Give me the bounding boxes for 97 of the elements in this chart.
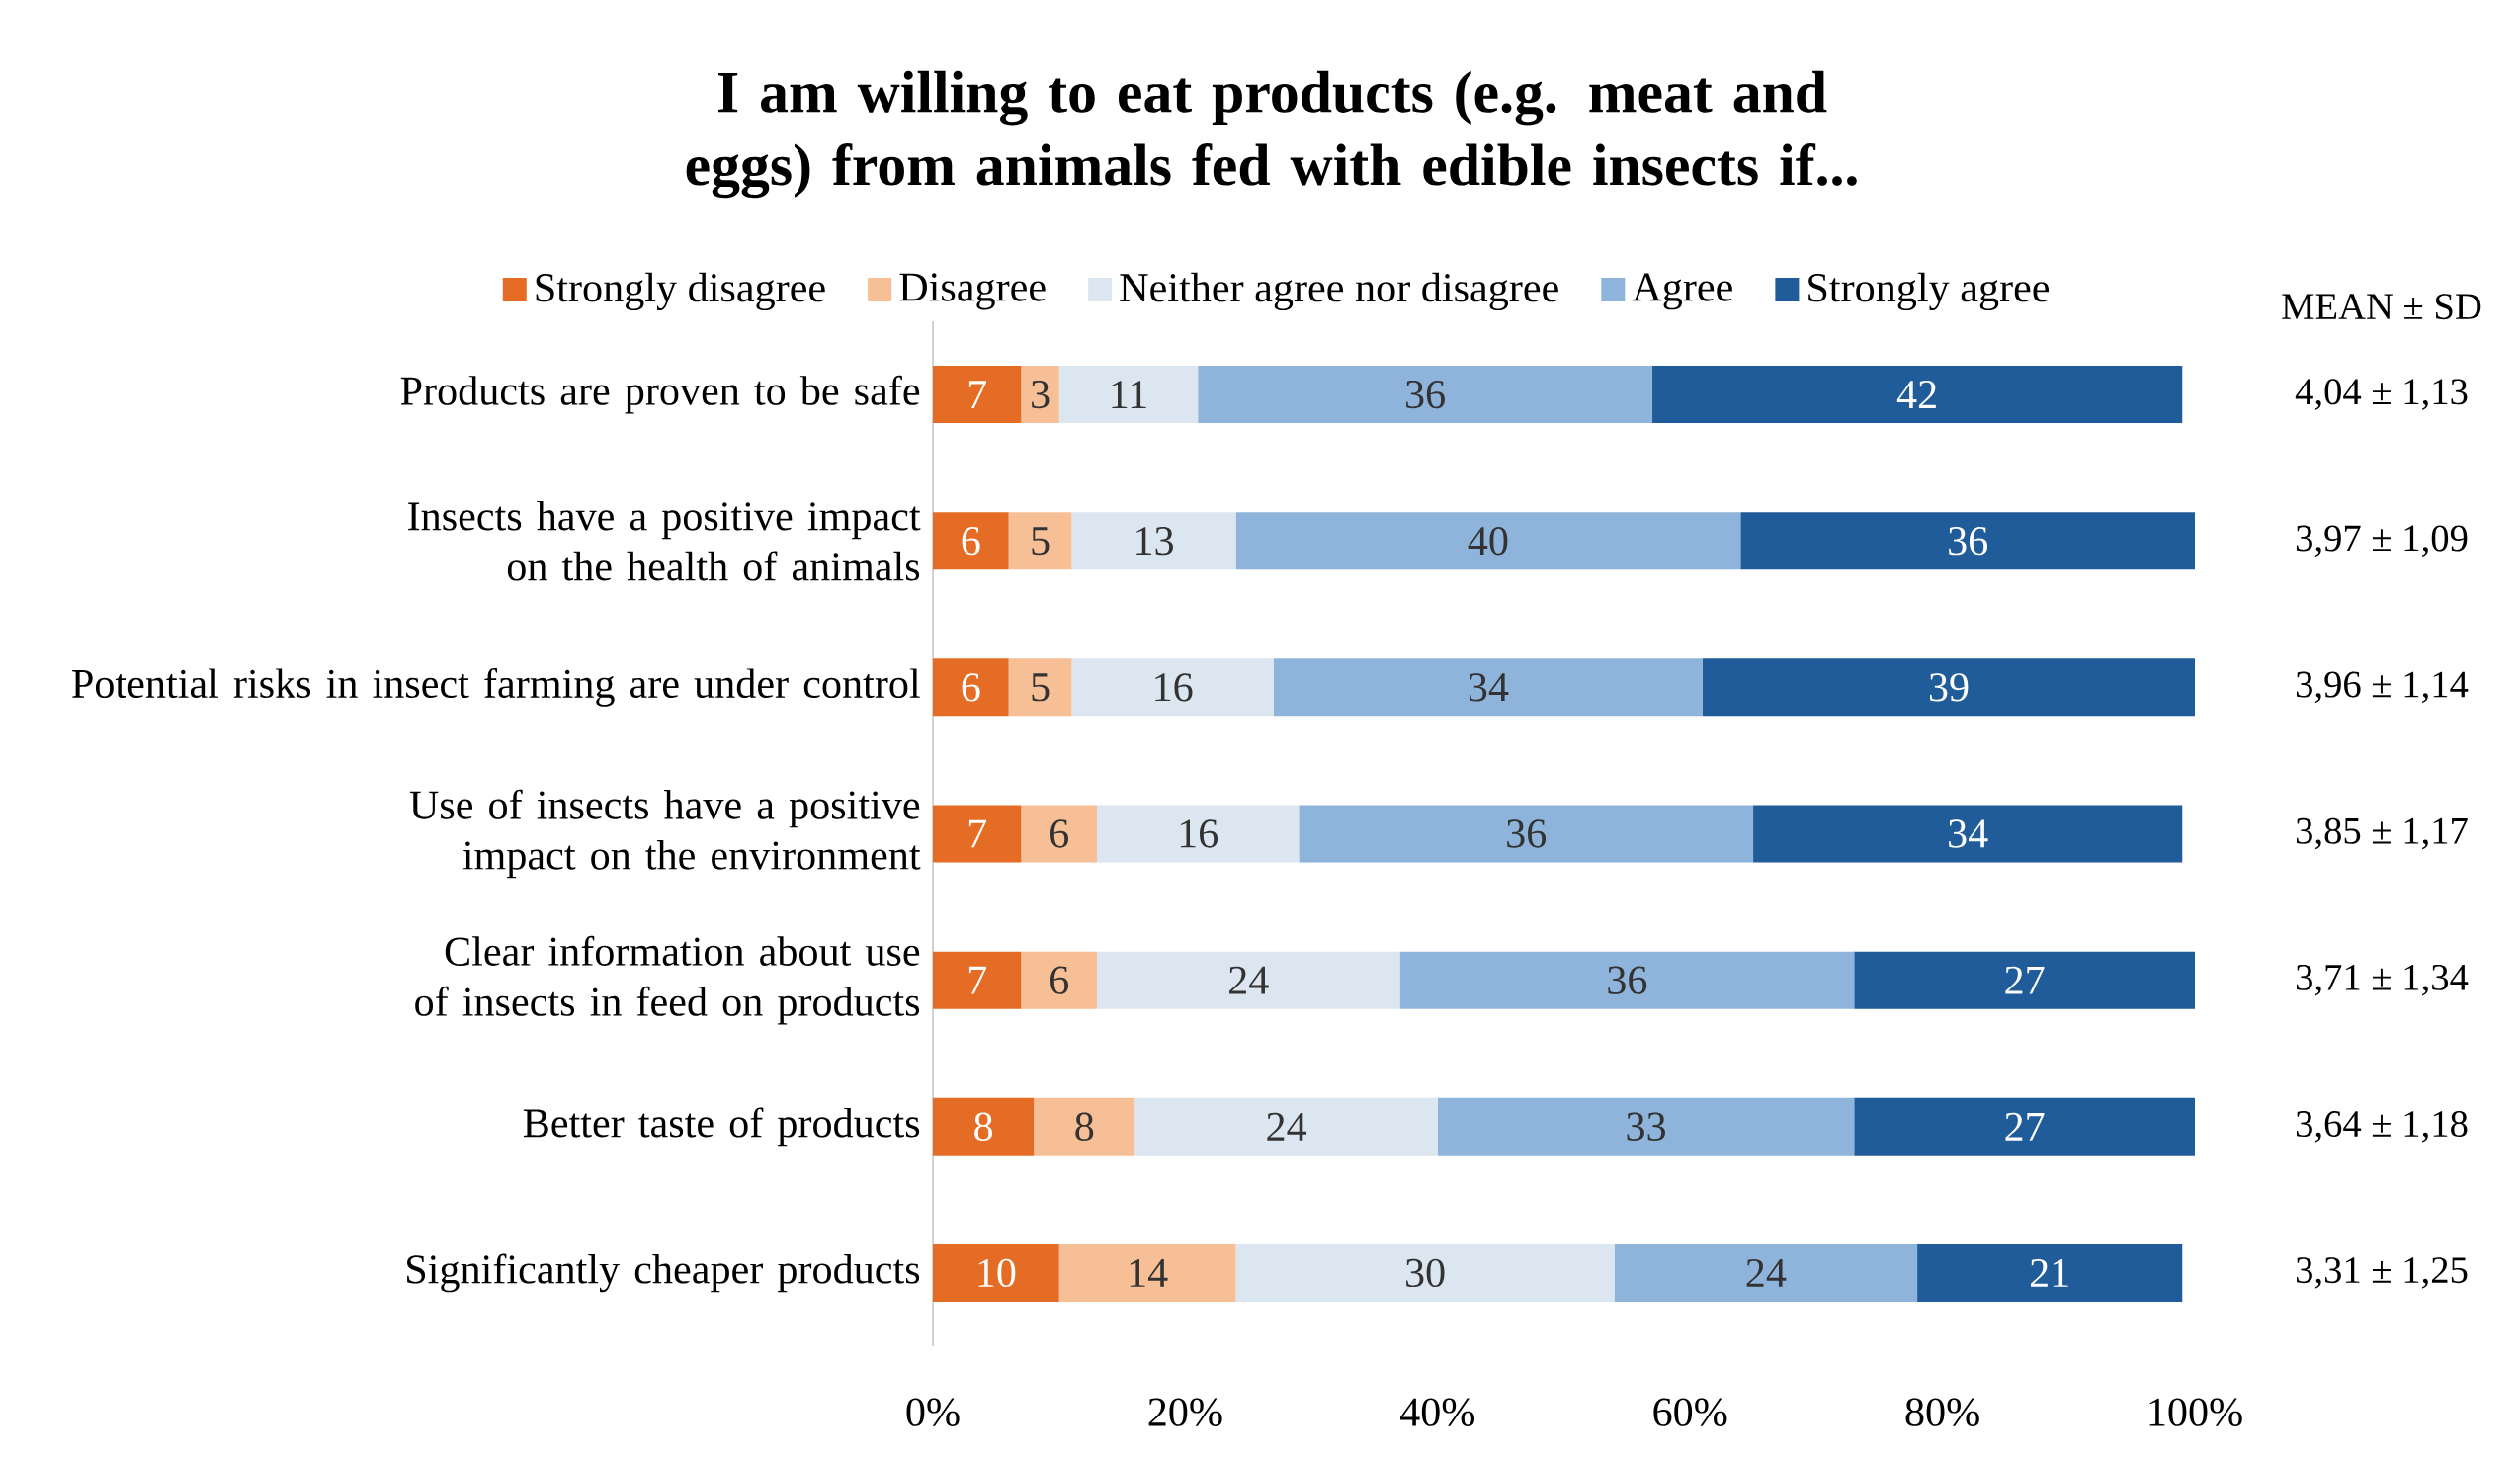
bar bbox=[1854, 951, 2196, 1009]
data-label: 5 bbox=[1032, 673, 1050, 702]
data-label: 33 bbox=[1627, 1112, 1665, 1141]
legend-label: Disagree bbox=[899, 273, 1046, 310]
bar bbox=[1097, 805, 1300, 863]
data-label: 16 bbox=[1155, 673, 1193, 702]
data-label: 13 bbox=[1136, 527, 1173, 556]
data-label: 42 bbox=[1896, 381, 1936, 409]
bar bbox=[933, 951, 1022, 1009]
bar bbox=[1134, 1097, 1438, 1156]
x-tick-label: 0% bbox=[906, 1398, 960, 1427]
data-label: 36 bbox=[1949, 527, 1988, 556]
data-label: 21 bbox=[2030, 1258, 2068, 1287]
bar bbox=[933, 512, 1009, 570]
data-label: 40 bbox=[1468, 526, 1508, 556]
bar bbox=[1651, 366, 2183, 424]
bar bbox=[1235, 1244, 1615, 1302]
x-tick-label: 60% bbox=[1653, 1398, 1727, 1427]
data-label: 8 bbox=[1075, 1112, 1094, 1141]
bar bbox=[1917, 1244, 2183, 1302]
x-tick-label: 100% bbox=[2149, 1398, 2242, 1427]
bar bbox=[1854, 1097, 2196, 1156]
data-label: 10 bbox=[978, 1258, 1016, 1288]
y-tick-label: Products are proven to be safe bbox=[400, 375, 920, 414]
text: 3,71 ± 1,34 bbox=[2296, 964, 2469, 996]
y-tick-label: Use of insects have a positive impact on the environment bbox=[409, 789, 921, 879]
bar bbox=[1021, 951, 1098, 1009]
bar bbox=[1008, 658, 1072, 717]
data-label: 27 bbox=[2005, 1112, 2045, 1141]
data-label: 34 bbox=[1469, 673, 1509, 702]
data-label: 8 bbox=[974, 1112, 993, 1141]
x-tick-label: 20% bbox=[1148, 1398, 1222, 1427]
bar bbox=[1058, 1244, 1236, 1302]
data-label: 16 bbox=[1180, 819, 1218, 848]
y-tick-label: Significantly cheaper products bbox=[407, 1253, 920, 1293]
bar bbox=[1021, 366, 1059, 424]
bar bbox=[1008, 512, 1072, 570]
text: 3,64 ± 1,18 bbox=[2296, 1110, 2468, 1143]
data-label: 30 bbox=[1406, 1258, 1445, 1288]
bar bbox=[1097, 951, 1400, 1009]
bar bbox=[933, 366, 1022, 424]
bar bbox=[933, 1244, 1059, 1302]
legend-label: Agree bbox=[1632, 273, 1732, 310]
data-label: 6 bbox=[1050, 819, 1069, 848]
data-label: 24 bbox=[1746, 1258, 1787, 1287]
text: 3,96 ± 1,14 bbox=[2296, 671, 2469, 704]
bar bbox=[933, 805, 1022, 863]
data-label: 11 bbox=[1112, 381, 1146, 408]
x-tick-label: 40% bbox=[1399, 1398, 1475, 1427]
data-label: 7 bbox=[968, 819, 987, 848]
bar bbox=[1235, 512, 1741, 570]
y-tick-label: Potential risks in insect farming are under control bbox=[72, 667, 920, 707]
y-tick-label: Insects have a positive impact on the health of animals bbox=[408, 500, 921, 581]
bar bbox=[1034, 1097, 1135, 1156]
data-label: 24 bbox=[1267, 1112, 1307, 1141]
data-label: 14 bbox=[1130, 1259, 1168, 1287]
bar bbox=[1071, 658, 1274, 717]
data-label: 6 bbox=[962, 527, 980, 556]
bar bbox=[1071, 512, 1236, 570]
chart-title: I am willing to eat products (e.g. meat and eggs) from animals fed with edible insects if... bbox=[686, 70, 1857, 199]
data-label: 36 bbox=[1608, 966, 1647, 994]
data-label: 34 bbox=[1949, 819, 1988, 848]
text: 3,97 ± 1,09 bbox=[2296, 525, 2468, 558]
data-label: 6 bbox=[962, 673, 980, 702]
text: 3,85 ± 1,17 bbox=[2296, 817, 2468, 850]
y-tick-label: Better taste of products bbox=[523, 1107, 920, 1147]
bar bbox=[1702, 658, 2196, 717]
bar bbox=[1614, 1244, 1918, 1302]
x-tick-label: 80% bbox=[1905, 1398, 1979, 1427]
data-label: 7 bbox=[968, 966, 987, 994]
data-label: 24 bbox=[1229, 966, 1269, 994]
data-label: 27 bbox=[2005, 966, 2045, 994]
bar bbox=[1058, 366, 1199, 424]
bar bbox=[1740, 512, 2196, 570]
bar bbox=[933, 1097, 1035, 1156]
text: 3,31 ± 1,25 bbox=[2296, 1257, 2468, 1289]
data-label: 3 bbox=[1032, 380, 1050, 409]
bar bbox=[1399, 951, 1855, 1009]
legend-label: Strongly agree bbox=[1808, 272, 2050, 311]
data-label: 36 bbox=[1507, 819, 1547, 848]
bar bbox=[933, 658, 1009, 717]
bar bbox=[1198, 366, 1652, 424]
data-label: 6 bbox=[1050, 966, 1069, 994]
data-label: 39 bbox=[1929, 673, 1969, 702]
bar bbox=[1753, 805, 2183, 863]
bar bbox=[1021, 805, 1098, 863]
legend-label: Strongly disagree bbox=[536, 272, 825, 311]
legend-label: Neither agree nor disagree bbox=[1120, 272, 1558, 311]
bar bbox=[1299, 805, 1754, 863]
data-label: 5 bbox=[1032, 527, 1050, 556]
data-label: 7 bbox=[968, 381, 987, 408]
y-tick-label: Clear information about use of insects in feed on products bbox=[415, 935, 920, 1025]
bar bbox=[1273, 658, 1703, 717]
data-label: 36 bbox=[1406, 380, 1445, 409]
text: 4,04 ± 1,13 bbox=[2295, 379, 2468, 410]
bar bbox=[1437, 1097, 1855, 1156]
text: MEAN ± SD bbox=[2282, 294, 2481, 320]
